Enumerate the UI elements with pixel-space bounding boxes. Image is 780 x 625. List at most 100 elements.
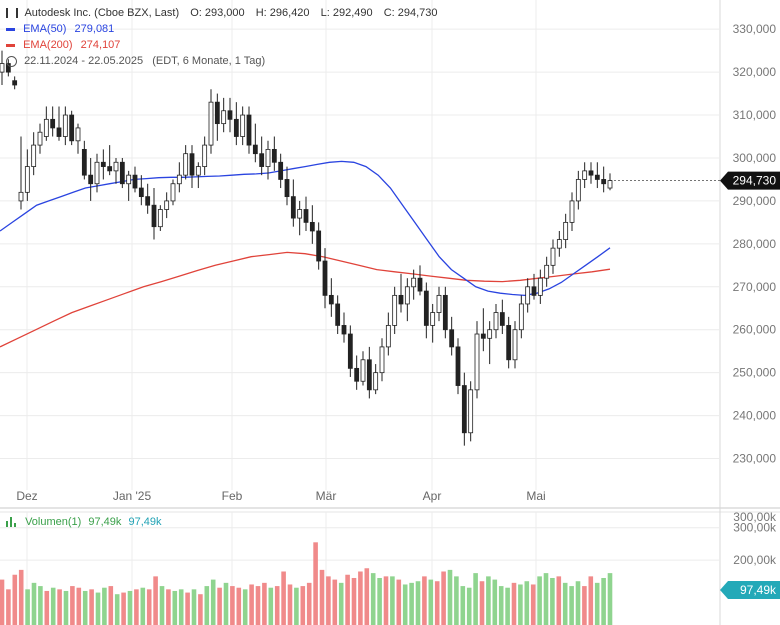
candle xyxy=(132,166,138,193)
ema200-legend[interactable]: EMA(200) 274,107 xyxy=(6,38,120,52)
candle-body xyxy=(138,187,144,198)
candle xyxy=(442,286,448,339)
volume-bar xyxy=(172,590,178,625)
volume-bar xyxy=(345,574,350,625)
candle xyxy=(24,149,30,201)
candle xyxy=(455,338,461,395)
volume-bar xyxy=(89,589,94,625)
candle-body xyxy=(252,144,258,155)
candle xyxy=(37,123,43,154)
candle xyxy=(189,145,195,189)
volume-bar xyxy=(466,587,472,625)
volume-bar xyxy=(0,579,5,625)
candle xyxy=(588,162,594,184)
candle xyxy=(208,89,214,154)
volume-bar xyxy=(217,587,222,625)
candle-body xyxy=(518,303,524,331)
candle xyxy=(284,166,290,206)
volume-bar xyxy=(294,587,299,625)
candle-body xyxy=(392,294,398,326)
candle-body xyxy=(366,359,372,391)
volume-bar xyxy=(326,576,331,625)
candle-body xyxy=(37,131,43,146)
candle-body xyxy=(62,114,68,137)
candle-body xyxy=(550,247,556,266)
volume-bar xyxy=(127,590,133,625)
candle xyxy=(138,175,144,206)
volume-bar xyxy=(601,577,606,625)
volume-bar xyxy=(236,587,242,625)
candle xyxy=(113,157,119,184)
candle-body xyxy=(360,359,366,382)
candle-body xyxy=(449,329,455,348)
volume-value: 97,49k xyxy=(88,516,122,528)
candle xyxy=(252,123,258,163)
candle xyxy=(164,192,170,219)
volume-legend[interactable]: Volumen(1) 97,49k 97,49k xyxy=(6,516,162,528)
candle-body xyxy=(107,166,113,172)
volume-bar xyxy=(300,586,306,625)
volume-bar xyxy=(588,576,594,625)
volume-bar xyxy=(255,586,261,625)
candle-body xyxy=(24,166,30,193)
candle-body xyxy=(531,286,537,296)
candle xyxy=(556,230,562,257)
candle xyxy=(544,256,550,287)
candle xyxy=(493,303,499,339)
price-tick-label: 260,000 xyxy=(733,323,777,337)
candle xyxy=(316,222,322,270)
candle xyxy=(347,325,353,377)
candle-body xyxy=(594,174,600,180)
candle xyxy=(214,93,220,141)
candle xyxy=(12,76,18,90)
candle xyxy=(157,205,163,231)
volume-bar xyxy=(306,582,312,625)
volume-tick-label: 200,00k xyxy=(733,553,777,567)
volume-bar xyxy=(76,587,82,625)
volume-bar xyxy=(249,584,254,625)
volume-bar xyxy=(198,594,203,625)
candle-body xyxy=(12,80,18,86)
candle xyxy=(170,179,176,206)
volume-bar xyxy=(95,592,101,625)
candle-body xyxy=(499,312,505,326)
candle xyxy=(430,303,436,343)
candle xyxy=(582,162,588,189)
candle-body xyxy=(461,385,467,434)
candle-body xyxy=(474,333,480,391)
candle-body xyxy=(423,290,429,326)
candle xyxy=(398,273,404,313)
volume-bar xyxy=(402,584,408,625)
candle xyxy=(461,372,467,446)
volume-bar xyxy=(31,582,37,625)
volume-tick-label: 300,00k xyxy=(733,510,777,524)
volume-bar xyxy=(550,577,555,625)
ema50-legend[interactable]: EMA(50) 279,081 xyxy=(6,22,114,36)
volume-bar xyxy=(230,586,235,625)
time-tick-label: Apr xyxy=(423,489,442,503)
volume-bar xyxy=(543,573,549,625)
last-price-tag-label: 294,730 xyxy=(733,174,777,188)
price-tick-label: 300,000 xyxy=(733,151,777,165)
volume-bar xyxy=(25,589,30,625)
volume-bar xyxy=(121,592,126,625)
candle xyxy=(50,106,56,137)
candle xyxy=(151,188,157,240)
volume-bar xyxy=(44,590,50,625)
candle xyxy=(202,136,208,176)
candle-body xyxy=(347,333,353,369)
volume-bar xyxy=(415,581,421,625)
candle xyxy=(575,170,581,210)
candle xyxy=(240,106,246,146)
candle xyxy=(195,162,201,189)
last-volume-tag-label: 97,49k xyxy=(740,583,777,597)
candle-body xyxy=(284,179,290,198)
candle-body xyxy=(328,294,334,305)
candle xyxy=(328,278,334,317)
volume-bar xyxy=(204,586,210,625)
volume-bar xyxy=(281,571,286,625)
ema200-value: 274,107 xyxy=(80,39,121,51)
volume-bar xyxy=(377,577,382,625)
candle-body xyxy=(480,333,486,339)
